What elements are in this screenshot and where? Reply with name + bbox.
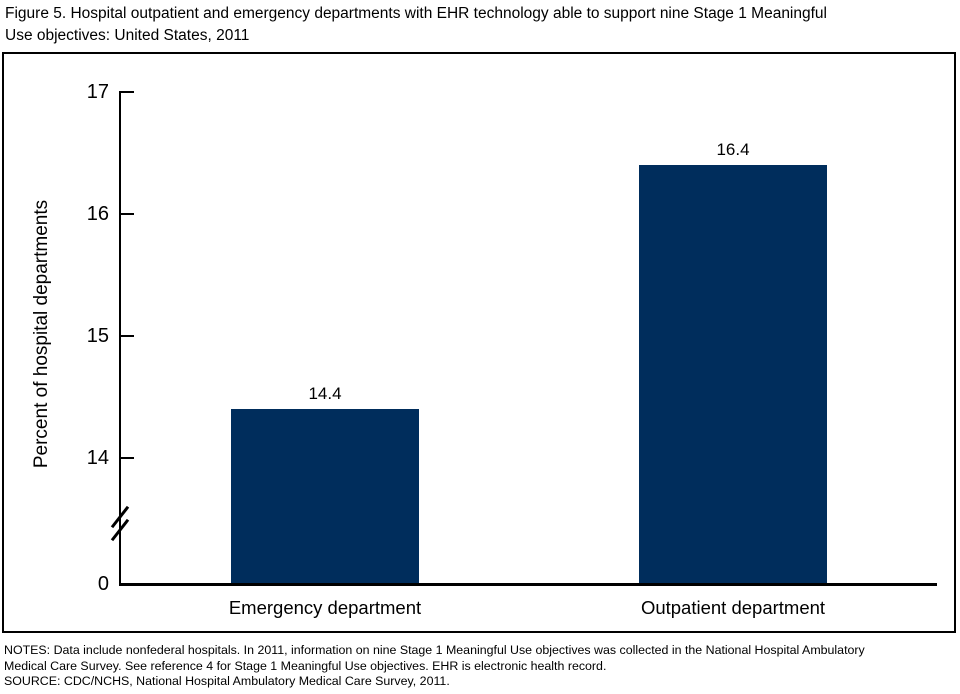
- notes-line1: NOTES: Data include nonfederal hospitals…: [4, 643, 865, 657]
- y-tick-label-0: 0: [97, 573, 109, 595]
- notes-line2: Medical Care Survey. See reference 4 for…: [4, 658, 607, 673]
- source-line: SOURCE: CDC/NCHS, National Hospital Ambu…: [4, 674, 450, 689]
- bar-value-label-outpatient: 16.4: [716, 140, 750, 160]
- x-category-label-outpatient: Outpatient department: [640, 597, 826, 618]
- y-tick-label-14: 14: [86, 447, 109, 469]
- figure-title: Figure 5. Hospital outpatient and emerge…: [5, 3, 827, 46]
- figure-notes: NOTES: Data include nonfederal hospitals…: [4, 643, 954, 690]
- bar-outpatient-department: [639, 165, 827, 583]
- plot-region: 14.4 16.4 17 16 15 14 0 Percent of hospi…: [4, 54, 954, 631]
- figure-title-line2: Use objectives: United States, 2011: [5, 26, 250, 44]
- x-axis-line: [119, 583, 937, 586]
- chart-area: 14.4 16.4 17 16 15 14 0 Percent of hospi…: [2, 52, 956, 633]
- y-tick-14: [119, 457, 134, 459]
- y-tick-17: [119, 91, 134, 93]
- y-axis-line: [119, 92, 121, 586]
- figure-title-line1: Figure 5. Hospital outpatient and emerge…: [5, 5, 827, 22]
- y-tick-16: [119, 213, 134, 215]
- y-axis-title: Percent of hospital departments: [31, 199, 52, 469]
- bar-emergency-department: [231, 409, 419, 583]
- y-tick-label-17: 17: [86, 81, 109, 103]
- y-tick-label-15: 15: [86, 325, 109, 347]
- y-tick-15: [119, 335, 134, 337]
- y-tick-label-16: 16: [86, 203, 109, 225]
- x-category-label-emergency: Emergency department: [228, 597, 422, 618]
- bar-value-label-emergency: 14.4: [308, 384, 342, 404]
